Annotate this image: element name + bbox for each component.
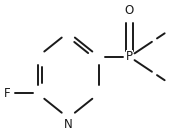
Text: P: P <box>126 50 133 63</box>
Text: N: N <box>64 118 73 131</box>
Text: O: O <box>125 4 134 17</box>
Text: F: F <box>3 87 10 100</box>
